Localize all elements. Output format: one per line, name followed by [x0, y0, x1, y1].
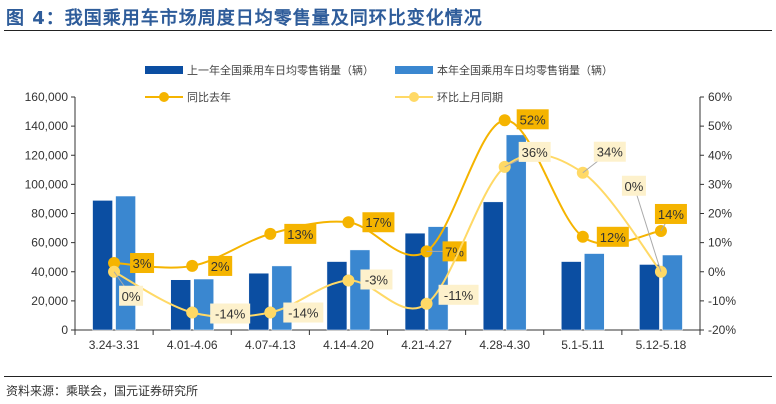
yoy-point: [264, 227, 277, 240]
legend-swatch: [145, 66, 183, 74]
legend-label: 环比上月同期: [437, 91, 503, 104]
right-tick-label: 50%: [708, 119, 732, 133]
curr-year-bar: [584, 253, 605, 331]
yoy-data-label: 12%: [600, 230, 626, 245]
yoy-label-box: [362, 212, 395, 233]
yoy-data-label: 14%: [658, 207, 684, 222]
mom-label-box: [593, 141, 626, 162]
yoy-data-label: 17%: [365, 215, 391, 230]
x-tick-label: 4.14-4.20: [323, 338, 374, 352]
mom-label-box: [360, 269, 393, 290]
mom-data-label: 0%: [122, 289, 141, 304]
title-divider: [4, 30, 772, 31]
x-tick-label: 5.12-5.18: [636, 338, 687, 352]
mom-point: [186, 306, 199, 319]
right-tick-label: 10%: [708, 236, 732, 250]
yoy-data-label: 52%: [520, 112, 546, 127]
right-tick-label: 0%: [708, 265, 726, 279]
mom-label-box: [210, 303, 251, 324]
legend-marker: [159, 92, 169, 102]
right-tick-label: -10%: [708, 294, 736, 308]
legend-label: 上一年全国乘用车日均零售销量（辆）: [187, 63, 374, 77]
prev-year-bar: [326, 261, 348, 331]
yoy-line: [114, 119, 662, 269]
prev-year-bar: [248, 272, 270, 331]
x-tick-label: 4.21-4.27: [401, 338, 452, 352]
chart: 0 20,000 40,000 60,000 80,000 100,000 120,000 1…: [25, 63, 737, 352]
yoy-label-box: [654, 203, 687, 224]
left-tick-label: 120,000: [25, 148, 69, 162]
yoy-label-box: [596, 226, 629, 247]
figure-title: 图 4：我国乘用车市场周度日均零售量及同环比变化情况: [6, 8, 483, 29]
right-tick-label: -20%: [708, 323, 736, 337]
yoy-point: [186, 259, 199, 272]
legend-label: 同比去年: [187, 90, 231, 104]
mom-data-label: 34%: [597, 145, 623, 160]
mom-point: [420, 297, 433, 310]
mom-data-label: -11%: [444, 288, 474, 303]
yoy-point: [576, 230, 589, 243]
yoy-point: [342, 216, 355, 229]
prev-year-bar: [639, 264, 660, 331]
right-tick-label: 40%: [708, 148, 732, 162]
mom-data-label: 0%: [625, 179, 644, 194]
left-tick-label: 140,000: [25, 119, 69, 133]
mom-label-box: [518, 141, 551, 162]
yoy-data-label: 13%: [287, 227, 313, 242]
mom-label-box: [621, 175, 646, 196]
yoy-data-label: 2%: [211, 259, 230, 274]
x-tick-label: 4.07-4.13: [245, 338, 296, 352]
prev-year-bar: [561, 261, 582, 331]
yoy-data-label: 3%: [133, 256, 152, 271]
footer-divider: [4, 376, 772, 377]
yoy-label-box: [284, 223, 317, 244]
prev-year-bar: [482, 201, 504, 331]
mom-data-label: -14%: [288, 306, 319, 321]
mom-label-box: [283, 302, 324, 323]
x-tick-label: 4.28-4.30: [479, 338, 530, 352]
left-tick-label: 20,000: [31, 294, 68, 308]
x-tick-label: 5.1-5.11: [561, 338, 604, 352]
left-tick-label: 80,000: [31, 207, 68, 221]
mom-label-box: [438, 284, 479, 305]
right-tick-label: 30%: [708, 177, 732, 191]
left-tick-label: 100,000: [25, 177, 69, 191]
mom-data-label: -3%: [365, 272, 389, 287]
curr-year-bar: [349, 249, 371, 331]
yoy-point: [498, 114, 511, 127]
left-tick-label: 60,000: [31, 236, 68, 250]
mom-point: [342, 274, 355, 287]
legend-marker: [409, 92, 419, 102]
yoy-label-box: [130, 253, 155, 274]
mom-point: [264, 306, 277, 319]
label-leader: [633, 185, 662, 272]
mom-data-label: 36%: [522, 145, 548, 160]
x-tick-label: 3.24-3.31: [89, 338, 140, 352]
mom-data-label: -14%: [215, 307, 246, 322]
prev-year-bar: [404, 232, 426, 331]
left-tick-label: 0: [61, 323, 68, 337]
legend-swatch: [395, 66, 433, 74]
source-note: 资料来源：乘联会，国元证券研究所: [6, 384, 199, 398]
legend-label: 本年全国乘用车日均零售销量（辆）: [437, 63, 613, 77]
left-tick-label: 160,000: [25, 90, 69, 104]
curr-year-bar: [662, 254, 683, 331]
yoy-label-box: [208, 255, 233, 276]
right-tick-label: 60%: [708, 90, 732, 104]
mom-label-box: [119, 285, 144, 306]
left-tick-label: 40,000: [31, 265, 68, 279]
yoy-label-box: [516, 109, 549, 130]
right-tick-label: 20%: [708, 207, 732, 221]
curr-year-bar: [505, 134, 527, 331]
x-tick-label: 4.01-4.06: [167, 338, 218, 352]
yoy-point: [108, 257, 121, 270]
